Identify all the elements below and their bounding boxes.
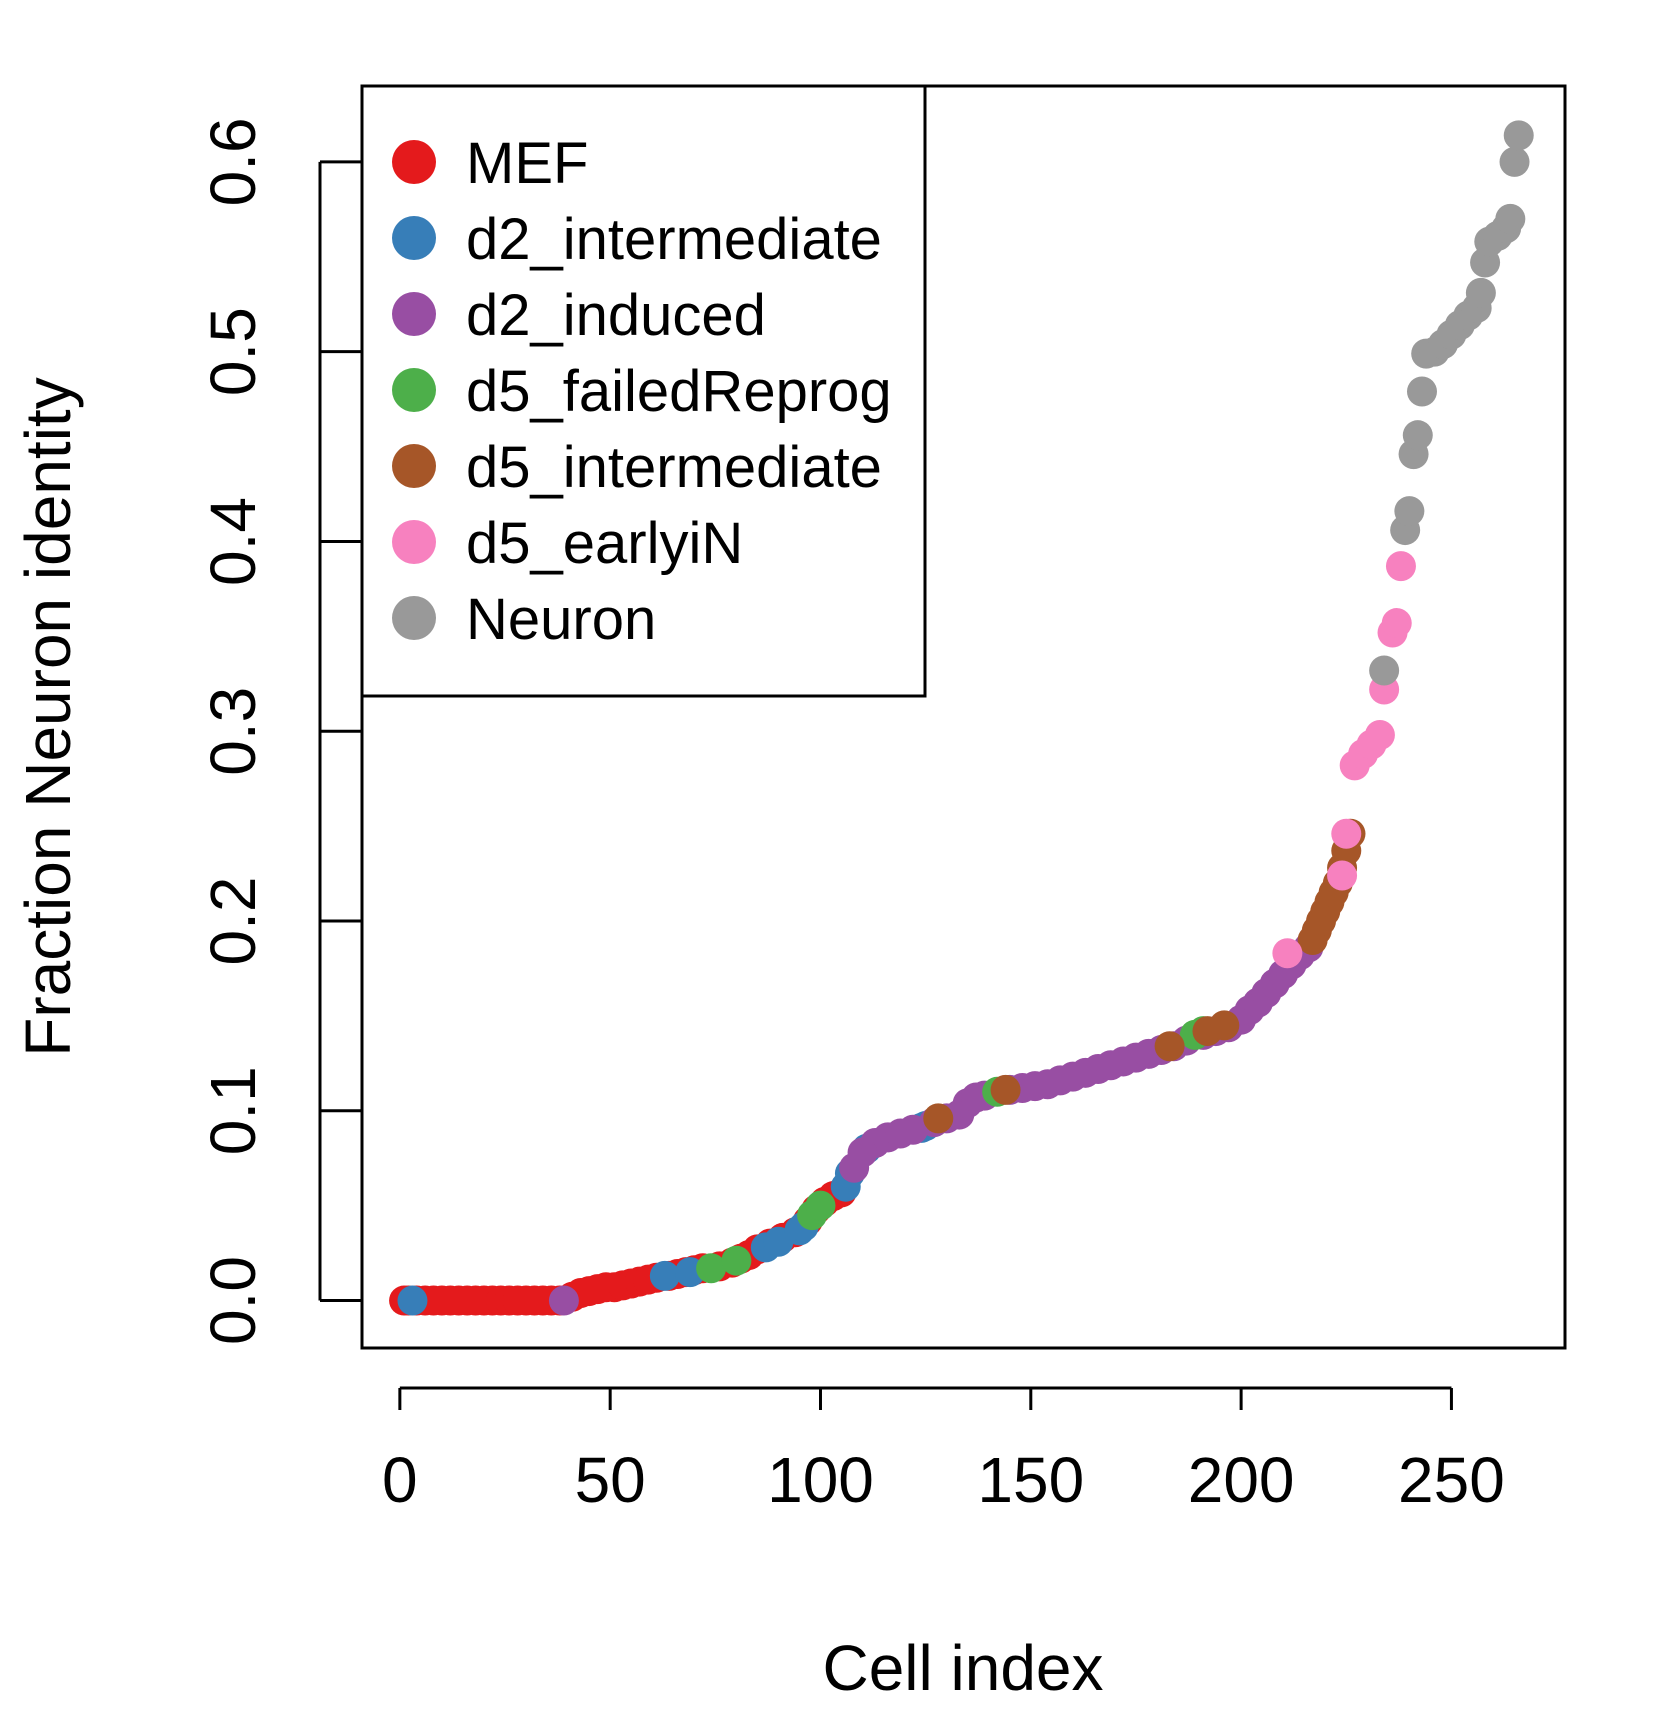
x-axis: 0 50 100 150 200 250 — [382, 1386, 1505, 1516]
legend-marker — [392, 596, 436, 640]
point-d5-earlyin — [1381, 608, 1412, 639]
y-tick-label: 0.2 — [197, 877, 269, 966]
point-neuron — [1499, 146, 1530, 177]
y-axis-label: Fraction Neuron identity — [12, 377, 84, 1056]
legend-marker — [392, 444, 436, 488]
legend-label: d2_induced — [466, 283, 766, 348]
x-tick-label: 100 — [767, 1444, 874, 1516]
point-d5-intermediate — [1154, 1031, 1185, 1062]
y-tick-label: 0.4 — [197, 497, 269, 586]
legend-box — [360, 84, 927, 698]
x-tick-label: 150 — [977, 1444, 1084, 1516]
point-neuron — [1394, 496, 1425, 527]
legend-marker — [392, 368, 436, 412]
x-tick-label: 250 — [1398, 1444, 1505, 1516]
point-d5-intermediate — [1209, 1010, 1240, 1041]
y-tick-label: 0.0 — [197, 1256, 269, 1345]
y-axis: 0.0 0.1 0.2 0.3 0.4 0.5 0.6 — [197, 117, 362, 1345]
y-tick-label: 0.6 — [197, 117, 269, 206]
point-d5-earlyin — [1364, 720, 1395, 751]
plot-frame — [360, 84, 1567, 1350]
legend-marker — [392, 140, 436, 184]
legend-items: MEF d2_intermediate d2_induced d5_failedRep… — [392, 131, 892, 652]
point-neuron — [1369, 655, 1400, 686]
legend-label: d5_earlyiN — [466, 511, 743, 576]
y-tick-label: 0.3 — [197, 687, 269, 776]
point-d5-earlyin — [1331, 818, 1362, 849]
legend-marker — [392, 292, 436, 336]
point-neuron — [1503, 120, 1534, 151]
point-d5-earlyin — [1327, 860, 1358, 891]
point-d5-earlyin — [1272, 938, 1303, 969]
point-d5-failedreprog — [721, 1245, 752, 1276]
points-layer — [389, 120, 1534, 1316]
y-tick-label: 0.1 — [197, 1066, 269, 1155]
point-d5-earlyin — [1385, 551, 1416, 582]
point-neuron — [1495, 203, 1526, 234]
legend-label: d5_failedReprog — [466, 359, 892, 424]
legend-marker — [392, 520, 436, 564]
point-neuron — [1406, 376, 1437, 407]
x-tick-label: 200 — [1188, 1444, 1295, 1516]
point-d2-intermediate — [397, 1285, 428, 1316]
point-d2-induced — [548, 1285, 579, 1316]
y-tick-label: 0.5 — [197, 307, 269, 396]
point-d5-failedreprog — [805, 1190, 836, 1221]
legend-label: d2_intermediate — [466, 207, 882, 272]
point-d5-failedreprog — [696, 1253, 727, 1284]
point-d2-intermediate — [649, 1260, 680, 1291]
x-tick-label: 50 — [575, 1444, 646, 1516]
x-axis-label: Cell index — [822, 1632, 1103, 1704]
legend-marker — [392, 216, 436, 260]
point-d5-intermediate — [923, 1103, 954, 1134]
point-neuron — [1465, 277, 1496, 308]
legend-label: Neuron — [466, 587, 656, 652]
point-d5-intermediate — [990, 1074, 1021, 1105]
x-tick-label: 0 — [382, 1444, 418, 1516]
legend-label: MEF — [466, 131, 588, 196]
legend: MEF d2_intermediate d2_induced d5_failedRep… — [360, 84, 927, 698]
point-neuron — [1402, 420, 1433, 451]
legend-label: d5_intermediate — [466, 435, 882, 500]
